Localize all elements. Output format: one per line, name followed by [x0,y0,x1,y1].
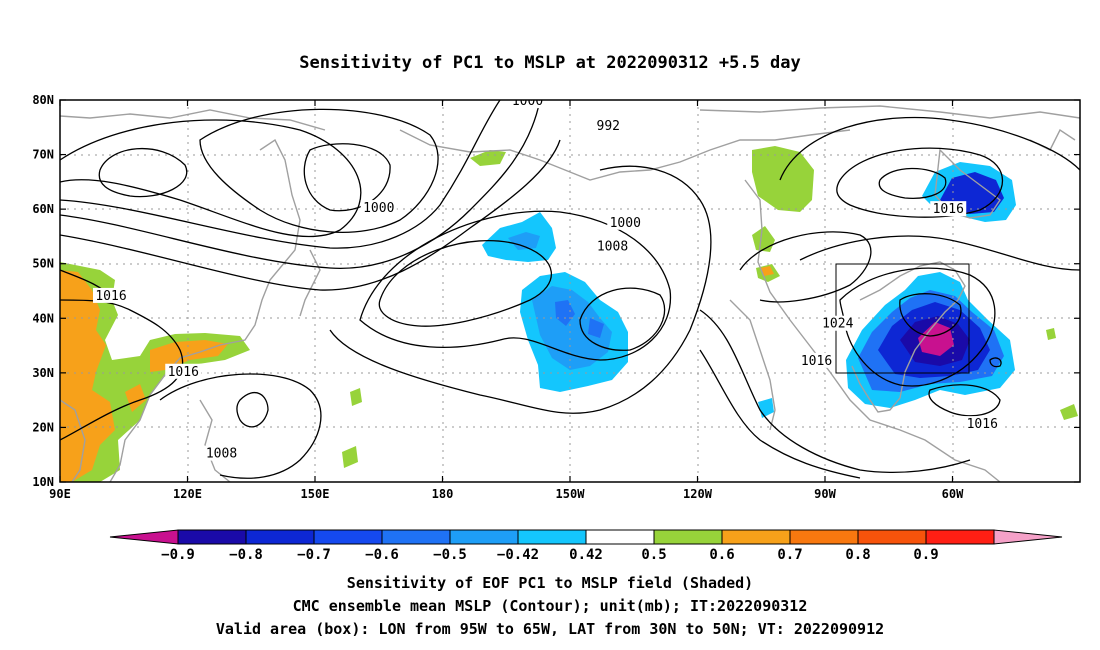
contour-label: 1016 [801,354,832,369]
colorbar-label: −0.8 [229,547,263,563]
contour-label: 1000 [610,216,641,231]
colorbar-label: −0.9 [161,547,195,563]
lat-tick-label: 70N [32,148,54,162]
colorbar-label: −0.6 [365,547,399,563]
positive-region-pacific-small [342,388,362,468]
contour-label: 1024 [822,317,853,332]
contour-label: 992 [597,119,620,134]
colorbar-swatch [449,529,519,545]
colorbar-min-triangle [109,529,179,545]
negative-region-pacific-north-core [508,232,540,250]
lon-tick-label: 180 [432,487,454,501]
sensitivity-shading [60,146,1078,482]
colorbar-label: 0.7 [777,547,802,563]
lat-tick-label: 20N [32,420,54,434]
lat-tick-label: 30N [32,366,54,380]
contour-label-bg [607,214,644,230]
colorbar-label: 0.5 [641,547,666,563]
contour-label-bg [594,238,631,254]
lat-tick-label: 40N [32,311,54,325]
colorbar-swatch [585,529,655,545]
negative-region-pacific-main-core [532,286,612,370]
colorbar-swatch [177,529,247,545]
contour-label-bg [798,352,835,368]
colorbar-max-triangle [993,529,1063,545]
lon-tick-label: 90W [814,487,836,501]
graticule [60,100,1080,482]
negative-region-pacific-main-inner [555,300,604,338]
contour-label-bg [93,287,129,303]
lon-tick-label: 60W [942,487,964,501]
figure-title: Sensitivity of PC1 to MSLP at 2022090312… [299,53,801,73]
contour-label: 1000 [363,201,394,216]
lat-tick-label: 10N [32,475,54,489]
contour-label-bg [594,118,623,134]
colorbar-swatch [381,529,451,545]
coastlines [60,105,1080,482]
contour-label-bg [819,315,856,331]
lat-tick-label: 80N [32,93,54,107]
positive-region-atlantic-small [1046,328,1078,420]
footer-line-3: Valid area (box): LON from 95W to 65W, L… [216,620,884,638]
colorbar-label: 0.8 [845,547,870,563]
colorbar: −0.9 −0.8 −0.7 −0.6 −0.5 −0.42 0.42 0.5 0.6 0.7 0.… [109,529,1063,563]
mslp-contours [60,100,1080,479]
contour-label: 1000 [512,94,543,109]
colorbar-swatch [245,529,315,545]
map-content: 1000992100010001008101610081024102410161… [60,94,1080,482]
contour-label-bg [203,445,240,461]
positive-region-east-asia-orange [60,270,228,482]
colorbar-swatch [857,529,927,545]
positive-region-us-west-orange [760,266,774,276]
contour-label: 1008 [206,447,237,462]
colorbar-label: 0.42 [569,547,603,563]
colorbar-label: −0.5 [433,547,467,563]
colorbar-swatch [517,529,587,545]
positive-region-arctic-sea [470,150,506,166]
lat-tick-label: 50N [32,257,54,271]
positive-region-alaska [752,146,814,212]
colorbar-swatch [313,529,383,545]
footer-line-1: Sensitivity of EOF PC1 to MSLP field (Sh… [347,574,753,592]
contour-label: 1016 [967,417,998,432]
contour-label-bg [964,416,1001,432]
colorbar-swatch [925,529,995,545]
footer-line-2: CMC ensemble mean MSLP (Contour); unit(m… [293,597,808,615]
longitude-axis: 90E 120E 150E 180 150W 120W 90W 60W [49,100,964,501]
lon-tick-label: 150W [556,487,586,501]
contour-label: 1008 [597,239,628,254]
colorbar-swatch [721,529,791,545]
contour-label: 1016 [933,202,964,217]
lon-tick-label: 90E [49,487,71,501]
contour-label-bg [165,363,202,379]
colorbar-label: −0.7 [297,547,331,563]
colorbar-label: −0.42 [497,547,539,563]
lon-tick-label: 120E [173,487,202,501]
colorbar-swatch [789,529,859,545]
colorbar-label: 0.6 [709,547,734,563]
colorbar-swatch [653,529,723,545]
contour-labels: 1000992100010001008101610081024102410161… [93,94,1001,462]
lon-tick-label: 150E [301,487,330,501]
negative-region-atlantic-peak [918,322,954,356]
colorbar-label: 0.9 [913,547,938,563]
contour-label-bg [509,100,546,109]
contour-label: 1016 [95,289,126,304]
lat-tick-label: 60N [32,202,54,216]
lon-tick-label: 120W [683,487,713,501]
contour-label-bg [930,201,967,217]
latitude-axis: 80N 70N 60N 50N 40N 30N 20N 10N [32,93,1080,489]
contour-label: 1016 [168,365,199,380]
contour-label-bg [360,200,397,216]
